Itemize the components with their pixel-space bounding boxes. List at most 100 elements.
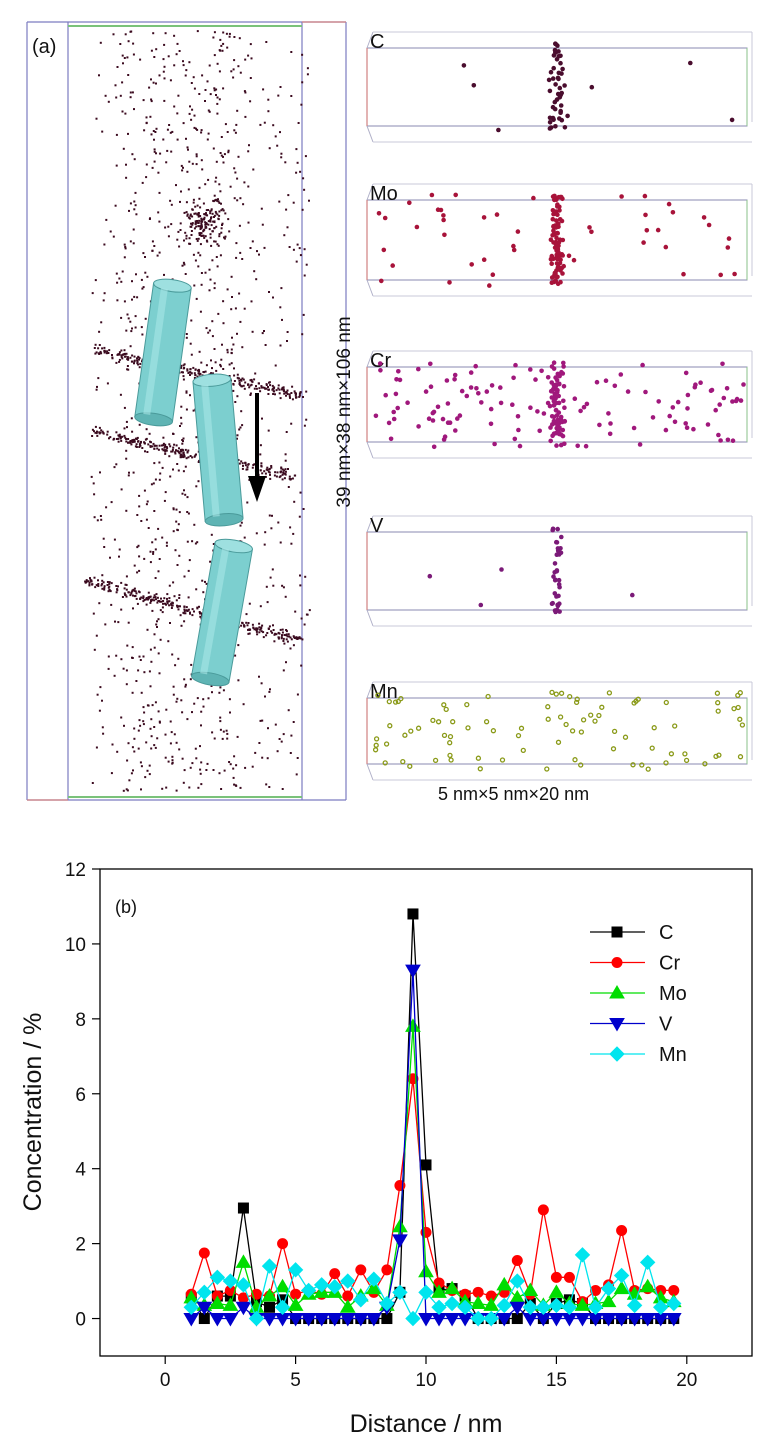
atom-point	[138, 555, 141, 558]
atom-point	[197, 237, 200, 240]
atom-point	[118, 358, 121, 361]
atom-point	[198, 219, 201, 222]
legend-marker-v	[609, 1018, 625, 1032]
atom-point	[553, 278, 558, 284]
atom-point	[273, 640, 276, 643]
atom-point	[131, 590, 134, 593]
atom-point	[147, 527, 150, 529]
atom-point	[163, 273, 165, 276]
atom-point	[133, 362, 135, 365]
atom-point	[306, 73, 309, 76]
atom-point	[395, 405, 401, 411]
atom-point	[148, 670, 151, 673]
atom-point	[165, 449, 168, 452]
data-point-v	[222, 1313, 239, 1327]
legend-label-cr: Cr	[659, 953, 680, 975]
atom-point	[512, 436, 518, 442]
atom-point	[182, 449, 184, 452]
atom-point	[181, 169, 184, 172]
atom-point	[282, 669, 285, 672]
atom-point	[136, 571, 139, 574]
atom-point	[447, 280, 452, 285]
atom-point	[726, 236, 732, 241]
atom-point	[257, 382, 260, 385]
atom-point	[213, 240, 216, 243]
atom-point	[303, 623, 306, 626]
series-layer	[183, 908, 682, 1327]
atom-point	[160, 597, 162, 600]
atom-point	[219, 190, 222, 193]
data-point-mo	[444, 1280, 460, 1295]
atom-point	[194, 374, 197, 377]
atom-point	[546, 77, 552, 83]
atom-point	[158, 251, 161, 254]
atom-point	[272, 584, 275, 587]
atom-point	[210, 208, 213, 211]
atom-point	[184, 493, 187, 496]
atom-point	[176, 564, 179, 566]
atom-point	[103, 351, 106, 354]
atom-point	[199, 254, 202, 257]
atom-point	[281, 788, 284, 790]
atom-point	[103, 292, 106, 295]
atom-point	[176, 42, 179, 45]
atom-point	[549, 380, 554, 385]
atom-point	[226, 351, 229, 354]
data-point-mn	[209, 1269, 226, 1286]
atom-point	[275, 389, 278, 392]
atom-point	[145, 121, 148, 124]
atom-point	[284, 391, 287, 394]
atom-point	[498, 385, 503, 390]
atom-point	[264, 344, 267, 346]
atom-point	[211, 230, 214, 233]
atom-point	[552, 193, 557, 199]
atom-point	[126, 56, 129, 59]
data-point-mn	[470, 1310, 486, 1327]
atom-point	[572, 396, 578, 402]
atom-point	[378, 368, 383, 373]
atom-point	[84, 581, 87, 584]
atom-point	[150, 598, 153, 601]
atom-point	[272, 387, 275, 390]
atom-point	[108, 589, 111, 592]
atom-point	[97, 583, 100, 585]
atom-point	[189, 678, 192, 681]
atom-point	[153, 510, 156, 512]
atom-point	[115, 585, 118, 587]
atom-point	[125, 788, 128, 791]
legend-item-c: C	[590, 922, 673, 944]
atom-point	[163, 597, 166, 600]
atom-point	[200, 783, 203, 786]
selection-cylinder	[190, 538, 254, 687]
atom-point	[166, 149, 169, 152]
data-point-c	[407, 908, 419, 920]
atom-point	[303, 188, 306, 191]
atom-point	[175, 520, 178, 523]
atom-point	[200, 710, 203, 713]
data-point-v	[600, 1313, 617, 1327]
atom-point	[112, 235, 115, 238]
data-point-mn	[444, 1295, 460, 1312]
atom-point	[637, 442, 643, 447]
atom-point	[148, 86, 151, 89]
atom-point	[194, 205, 197, 208]
atom-point	[108, 585, 111, 588]
atom-point	[125, 449, 128, 452]
atom-point	[553, 691, 559, 697]
atom-point	[222, 31, 225, 34]
selection-cylinder	[134, 278, 192, 427]
atom-point	[222, 42, 225, 45]
atom-point	[539, 368, 544, 374]
atom-point	[442, 232, 447, 238]
atom-point	[551, 574, 556, 579]
atom-point	[126, 365, 129, 367]
atom-point	[302, 508, 305, 510]
atom-point	[183, 620, 186, 623]
atom-point	[152, 551, 155, 553]
atom-point	[558, 194, 563, 200]
atom-point	[230, 308, 233, 311]
atom-point	[127, 621, 130, 624]
atom-point	[170, 607, 173, 609]
atom-point	[135, 680, 138, 682]
atom-point	[255, 385, 257, 388]
